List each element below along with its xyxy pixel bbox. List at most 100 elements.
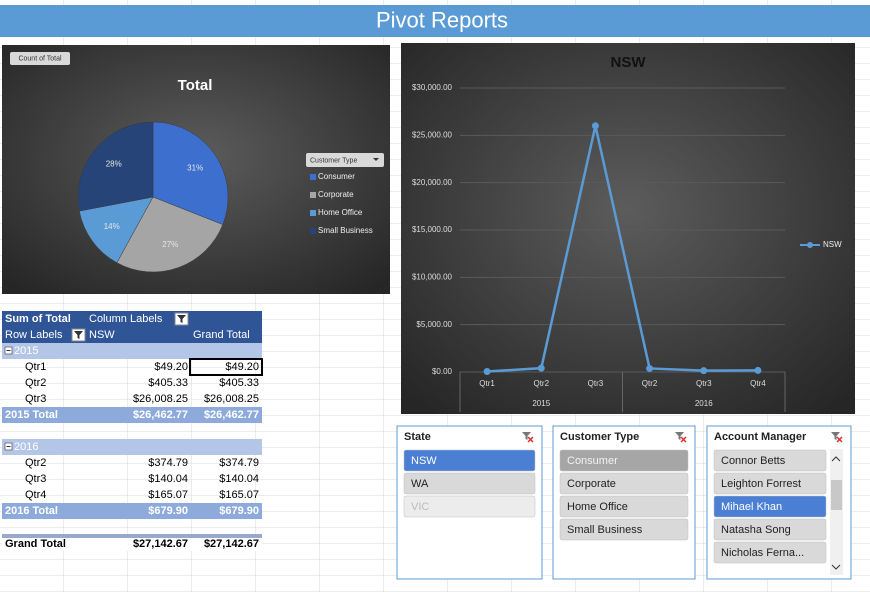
- series-marker: [537, 364, 545, 372]
- pivot-row-label: Qtr3: [25, 393, 46, 405]
- field-button[interactable]: [10, 52, 70, 65]
- slicer-item[interactable]: [559, 518, 689, 541]
- pivot-cell: $27,142.67: [133, 538, 188, 550]
- clear-filter-x[interactable]: [836, 436, 843, 443]
- pivot-cell: $26,008.25: [204, 393, 259, 405]
- data-label: 28%: [106, 160, 122, 169]
- pivot-row-label: Qtr4: [25, 489, 46, 501]
- legend-swatch: [310, 228, 316, 234]
- field-button-label: Count of Total: [18, 55, 62, 62]
- series-line: [487, 125, 758, 373]
- x-tick-label: Qtr2: [642, 379, 658, 388]
- slicer-item[interactable]: [403, 495, 536, 518]
- y-tick-label: $25,000.00: [412, 130, 453, 139]
- y-tick-label: $5,000.00: [416, 320, 452, 329]
- pivot-cell: $374.79: [148, 457, 188, 469]
- filter-icon[interactable]: [522, 432, 531, 440]
- slicer-item[interactable]: [559, 472, 689, 495]
- slicer-item-label: WA: [411, 478, 429, 490]
- series-marker: [483, 368, 491, 376]
- clear-filter-x[interactable]: [527, 436, 534, 443]
- slicer-item[interactable]: [403, 472, 536, 495]
- pie-slice: [116, 196, 224, 273]
- series-marker: [591, 122, 599, 130]
- legend-button[interactable]: [306, 153, 384, 167]
- slicer-title: Customer Type: [560, 431, 639, 443]
- pivot-cell: $140.04: [148, 473, 188, 485]
- slicer-item-label: Mihael Khan: [721, 501, 782, 513]
- pivot-group-row: [2, 343, 262, 359]
- chart-title: NSW: [611, 54, 647, 71]
- pivot-header: [2, 311, 262, 343]
- header-bar: [0, 5, 870, 37]
- filter-icon[interactable]: [74, 331, 83, 339]
- pivot-cell: $165.07: [148, 489, 188, 501]
- legend-label: NSW: [823, 240, 842, 249]
- pivot-column-labels: Column Labels: [89, 313, 163, 325]
- y-tick-label: $20,000.00: [412, 178, 453, 187]
- slicer-item[interactable]: [559, 449, 689, 472]
- pivot-cell: $27,142.67: [204, 538, 259, 550]
- pivot-cell: $679.90: [219, 505, 259, 517]
- pivot-group-row: [2, 439, 262, 455]
- legend-label: Consumer: [318, 172, 355, 181]
- slicer-item[interactable]: [713, 518, 827, 541]
- y-tick-label: $0.00: [432, 367, 453, 376]
- clear-filter-x[interactable]: [680, 436, 687, 443]
- pivot-cell: $679.90: [148, 505, 188, 517]
- pivot-row-label: Qtr2: [25, 457, 46, 469]
- pivot-row-label: Qtr3: [25, 473, 46, 485]
- scroll-down[interactable]: [831, 564, 841, 570]
- active-cell: [189, 358, 263, 376]
- pivot-cell: $405.33: [148, 377, 188, 389]
- legend-swatch: [310, 210, 316, 216]
- pivot-total-row: [2, 407, 262, 423]
- pivot-row-label: Qtr2: [25, 377, 46, 389]
- pivot-total-label: 2015 Total: [5, 409, 58, 421]
- pivot-grand-row: [2, 535, 262, 551]
- group-label: 2015: [532, 399, 550, 408]
- scroll-up[interactable]: [831, 456, 841, 462]
- header-title: Pivot Reports: [376, 7, 508, 32]
- scrollbar[interactable]: [830, 449, 843, 575]
- x-tick-label: Qtr4: [750, 379, 766, 388]
- slicer-item-label: Leighton Forrest: [721, 478, 801, 490]
- slicer-item-label: Connor Betts: [721, 455, 786, 467]
- pivot-cell: $165.07: [219, 489, 259, 501]
- slicer-item[interactable]: [403, 449, 536, 472]
- series-marker: [700, 367, 708, 375]
- series-marker: [646, 364, 654, 372]
- slicer-item-label: Consumer: [567, 455, 618, 467]
- data-label: 14%: [104, 222, 120, 231]
- slicer-item-label: VIC: [411, 501, 429, 513]
- filter-icon[interactable]: [177, 315, 186, 323]
- filter-icon[interactable]: [675, 432, 684, 440]
- y-tick-label: $30,000.00: [412, 83, 453, 92]
- slicer-item[interactable]: [713, 449, 827, 472]
- legend-label: Small Business: [318, 226, 373, 235]
- slicer-item[interactable]: [713, 472, 827, 495]
- series-marker: [754, 366, 762, 374]
- pivot-grand-label: Grand Total: [5, 538, 66, 550]
- slicer-item[interactable]: [713, 541, 827, 564]
- group-label: 2016: [695, 399, 713, 408]
- x-tick-label: Qtr3: [588, 379, 604, 388]
- chart-title: Total: [178, 77, 213, 94]
- y-tick-label: $15,000.00: [412, 225, 453, 234]
- legend-swatch: [310, 192, 316, 198]
- scrollbar-thumb[interactable]: [831, 480, 842, 510]
- pivot-cell: $374.79: [219, 457, 259, 469]
- data-label: 27%: [162, 240, 178, 249]
- y-tick-label: $10,000.00: [412, 272, 453, 281]
- slicer-item[interactable]: [559, 495, 689, 518]
- pivot-total-row: [2, 503, 262, 519]
- pivot-group-label: 2016: [14, 441, 38, 453]
- pivot-column-header: NSW: [89, 329, 115, 341]
- legend-label: Home Office: [318, 208, 363, 217]
- slicer-item[interactable]: [713, 495, 827, 518]
- x-tick-label: Qtr2: [533, 379, 549, 388]
- x-tick-label: Qtr3: [696, 379, 712, 388]
- filter-icon[interactable]: [831, 432, 840, 440]
